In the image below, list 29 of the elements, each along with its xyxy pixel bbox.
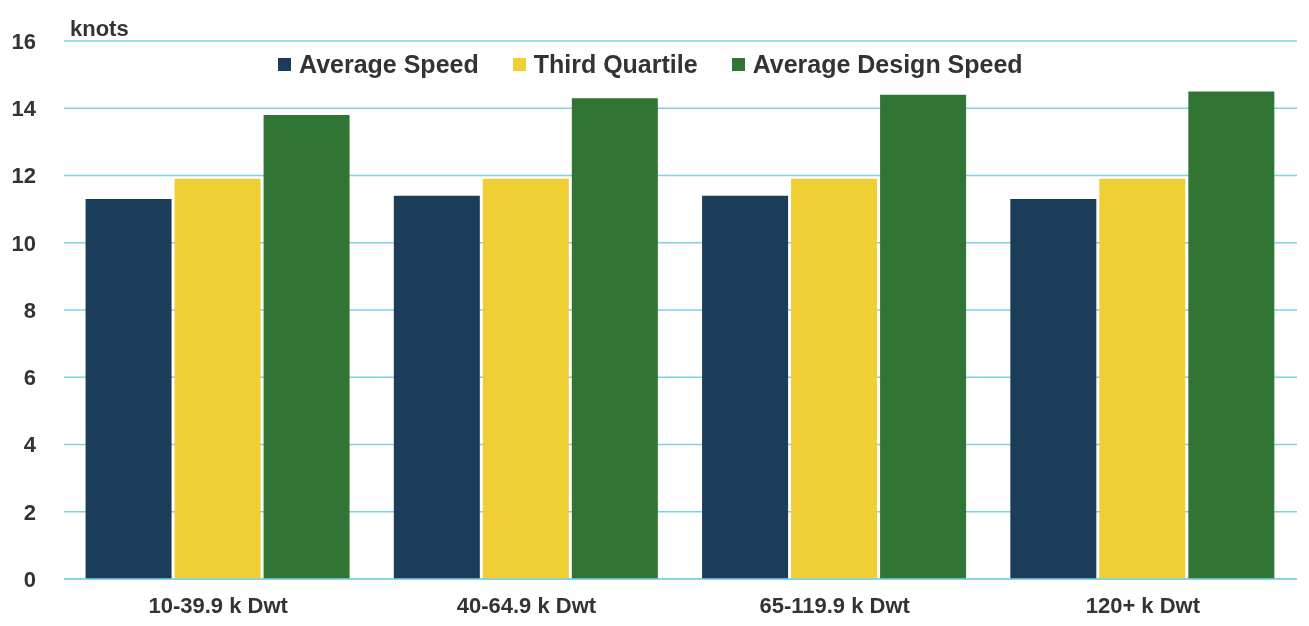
y-tick-label: 12 [11, 163, 36, 189]
bar [1099, 178, 1186, 579]
bar [393, 195, 480, 579]
legend-label: Third Quartile [533, 50, 698, 79]
y-tick-label: 14 [11, 96, 37, 122]
bar [571, 98, 658, 579]
bar [1188, 91, 1275, 579]
y-axis-title: knots [70, 16, 129, 42]
bar [791, 178, 878, 579]
bar [702, 195, 789, 579]
bar [482, 178, 569, 579]
bar [85, 199, 172, 579]
y-tick-label: 2 [23, 499, 36, 525]
bar [1010, 199, 1097, 579]
x-tick-label: 40-64.9 k Dwt [456, 592, 597, 618]
legend-label: Average Design Speed [752, 50, 1023, 79]
y-tick-label: 0 [23, 566, 36, 592]
bar [880, 94, 967, 579]
legend-label: Average Speed [299, 50, 479, 79]
x-tick-label: 120+ k Dwt [1085, 592, 1201, 618]
y-tick-label: 10 [11, 230, 36, 256]
bar [263, 114, 350, 579]
bar [174, 178, 261, 579]
y-tick-label: 16 [11, 28, 36, 54]
y-tick-label: 6 [23, 365, 36, 391]
y-tick-label: 4 [23, 432, 37, 458]
y-tick-label: 8 [23, 297, 36, 323]
x-tick-label: 65-119.9 k Dwt [759, 592, 911, 618]
x-tick-label: 10-39.9 k Dwt [148, 592, 289, 618]
